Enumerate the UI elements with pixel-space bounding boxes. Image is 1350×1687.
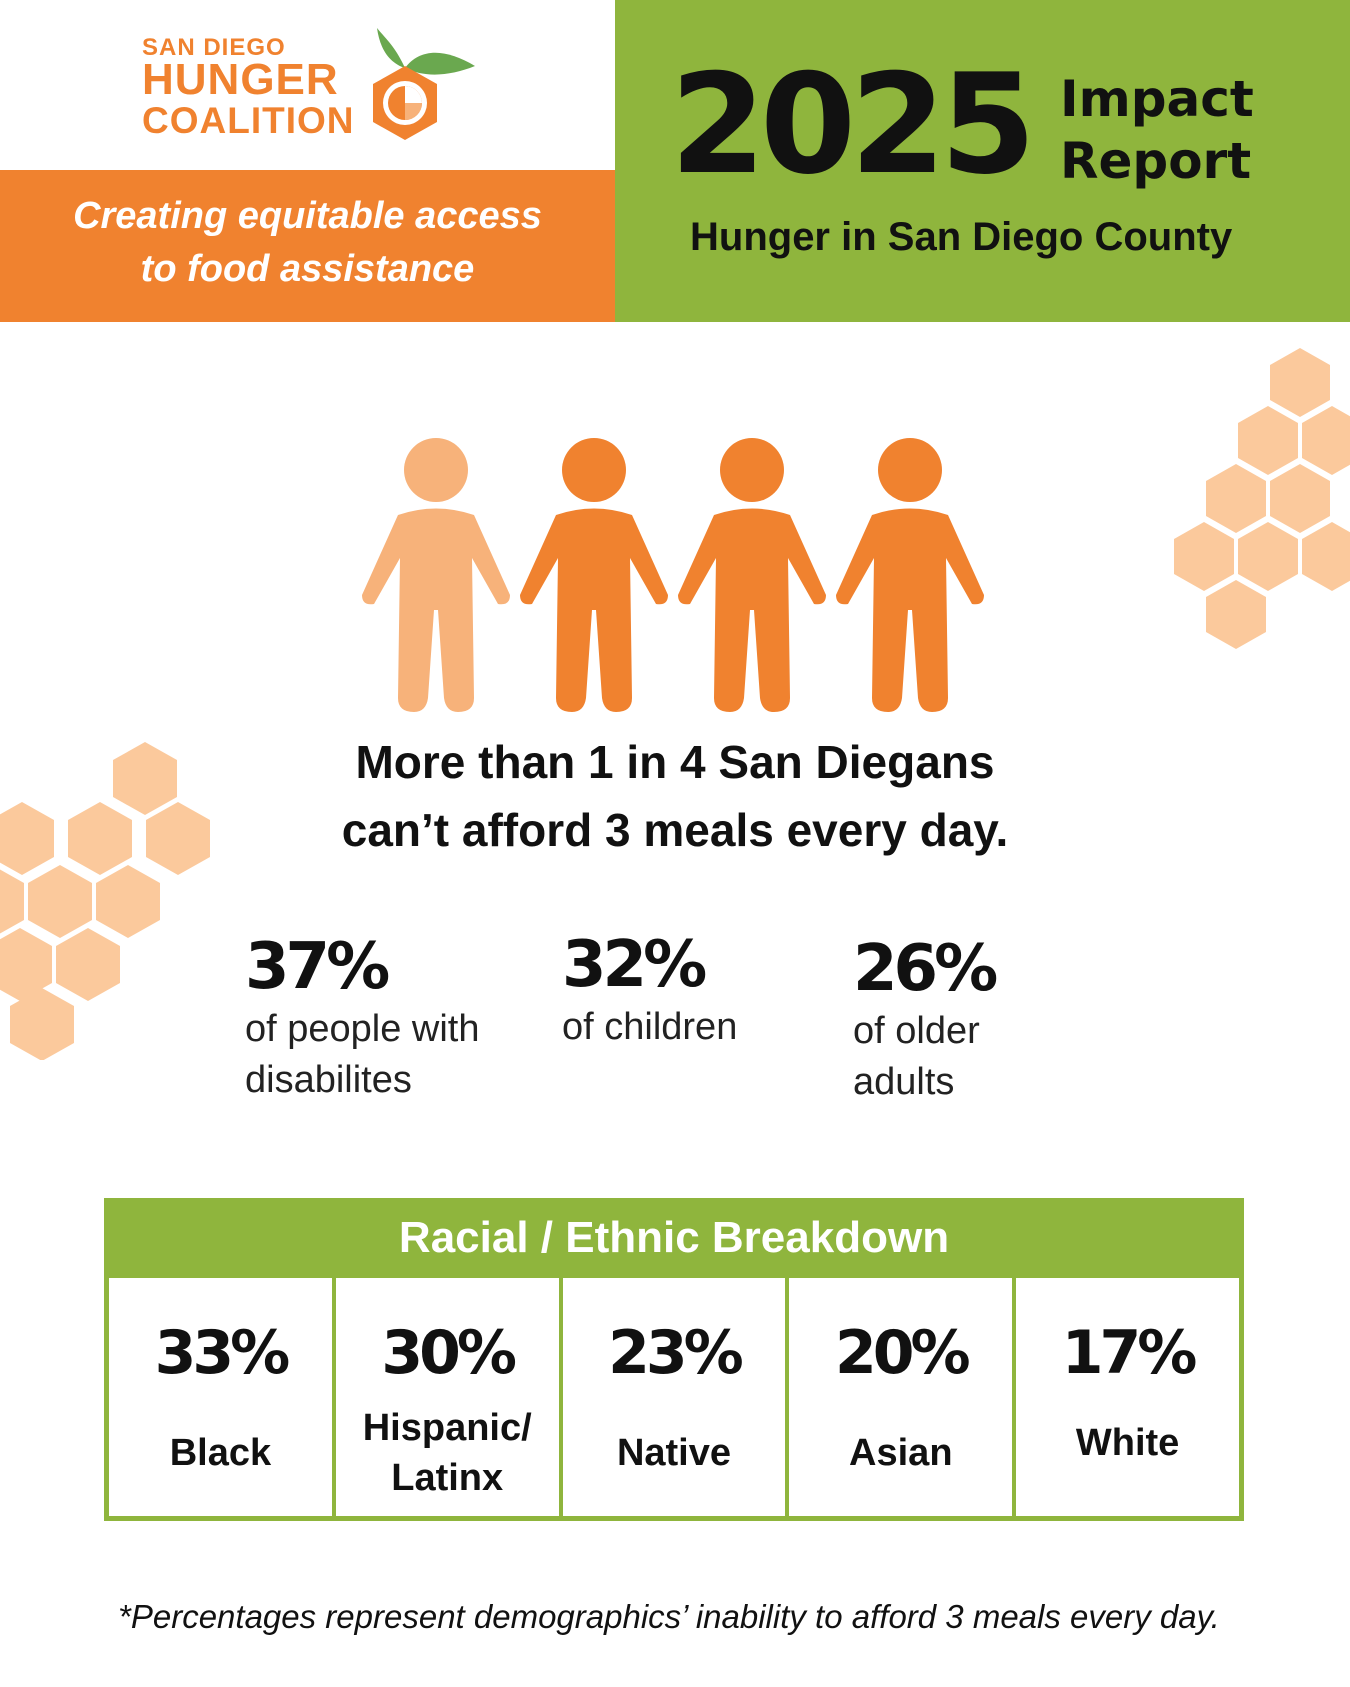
tagline-line-2: to food assistance [140, 248, 475, 290]
breakdown-cell-hispanic-latinx: 30% Hispanic/ Latinx [331, 1278, 559, 1516]
breakdown-label: Black [169, 1432, 272, 1474]
headline-line-1: More than 1 in 4 San Diegans [355, 736, 995, 788]
breakdown-label: Asian [849, 1432, 953, 1474]
person-icon [836, 438, 984, 712]
stat-value: 26% [853, 932, 998, 1006]
header-title-panel [615, 0, 1350, 322]
person-icon [678, 438, 826, 712]
stat-older-adults: 26% of older adults [853, 932, 1093, 1108]
breakdown-label: Hispanic/ Latinx [336, 1403, 559, 1503]
breakdown-label-line-1: Hispanic/ [362, 1407, 532, 1449]
headline: More than 1 in 4 San Diegans can’t affor… [200, 728, 1150, 864]
people-icons [362, 438, 984, 712]
hexagon-pattern-left-icon [0, 742, 210, 1060]
person-icon [362, 438, 510, 712]
report-year: 2025 [670, 44, 1036, 205]
breakdown-cell-native: 23% Native [558, 1278, 786, 1516]
logo-text-hunger: HUNGER [142, 55, 339, 104]
header-tagline-panel [0, 170, 615, 322]
hexagon-pattern-right-icon [1174, 348, 1350, 649]
report-title-line-2: Report [1060, 132, 1252, 190]
breakdown-cell-white: 17% White [1012, 1278, 1239, 1516]
stat-children: 32% of children [562, 928, 802, 1053]
stat-disabilities: 37% of people with disabilites [245, 930, 545, 1106]
header-logo-panel [0, 0, 615, 170]
logo-text-coalition: COALITION [142, 100, 355, 141]
breakdown-value: 20% [834, 1318, 971, 1388]
breakdown-title: Racial / Ethnic Breakdown [104, 1198, 1244, 1278]
breakdown-label: White [1075, 1422, 1180, 1464]
stat-label-line-2: adults [853, 1061, 955, 1103]
breakdown-value: 17% [1061, 1318, 1198, 1388]
breakdown-table: 33% Black 30% Hispanic/ Latinx 23% Nativ… [104, 1278, 1244, 1521]
stat-label-line-1: of children [562, 1006, 738, 1048]
headline-line-2: can’t afford 3 meals every day. [341, 804, 1009, 856]
breakdown-value: 23% [608, 1318, 744, 1388]
footnote: *Percentages represent demographics’ ina… [118, 1598, 1220, 1635]
stat-value: 32% [562, 928, 707, 1002]
stat-value: 37% [245, 930, 390, 1004]
logo-text-san-diego: SAN DIEGO [142, 34, 286, 61]
breakdown-label-line-2: Latinx [391, 1457, 504, 1499]
report-title: Impact Report [1060, 68, 1254, 192]
stat-label-line-1: of people with [245, 1008, 480, 1050]
tagline: Creating equitable access to food assist… [20, 190, 595, 296]
breakdown-value: 30% [381, 1318, 517, 1388]
breakdown-value: 33% [154, 1318, 291, 1388]
report-subtitle: Hunger in San Diego County [690, 215, 1233, 259]
breakdown-label: Native [616, 1432, 732, 1474]
breakdown-cell-black: 33% Black [109, 1278, 332, 1516]
stat-label-line-2: disabilites [245, 1059, 412, 1101]
breakdown-cell-asian: 20% Asian [785, 1278, 1012, 1516]
stat-label-line-1: of older [853, 1010, 980, 1052]
tagline-line-1: Creating equitable access [73, 195, 542, 237]
orange-hexagon-logo-icon [373, 28, 475, 140]
person-icon [520, 438, 668, 712]
report-title-line-1: Impact [1060, 70, 1254, 128]
